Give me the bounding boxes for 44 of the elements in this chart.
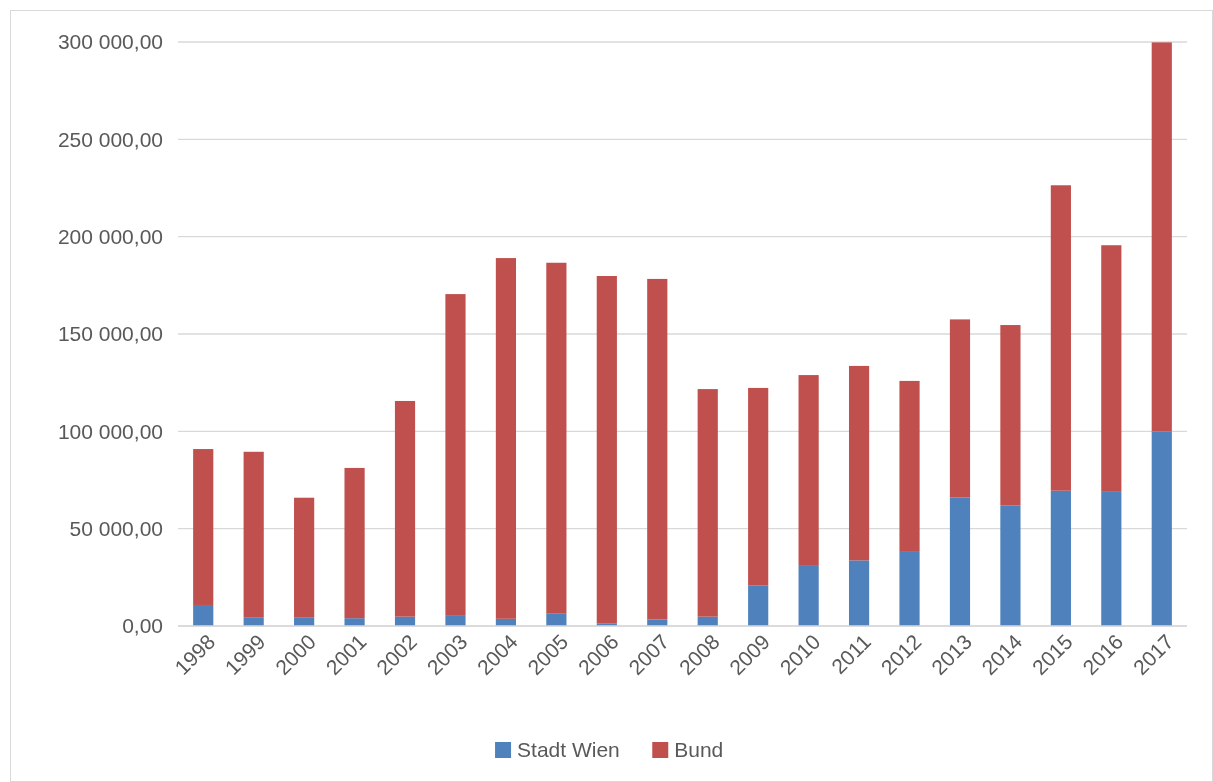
bar xyxy=(445,615,466,626)
bar xyxy=(1101,491,1122,626)
bar xyxy=(899,380,920,552)
bar xyxy=(1101,245,1122,492)
bar xyxy=(193,449,214,605)
y-tick-label: 100 000,00 xyxy=(57,419,163,443)
bar xyxy=(647,619,668,626)
bar xyxy=(697,389,718,617)
y-tick-label: 250 000,00 xyxy=(57,127,163,151)
legend-label: Bund xyxy=(674,738,724,762)
y-tick-label: 200 000,00 xyxy=(57,225,163,249)
bar xyxy=(949,319,971,498)
bar xyxy=(546,262,567,614)
bar xyxy=(899,551,920,626)
bar xyxy=(495,258,517,619)
bar xyxy=(949,497,971,626)
bar xyxy=(344,467,365,619)
bar xyxy=(1050,490,1071,626)
bar xyxy=(294,617,315,626)
bar xyxy=(243,451,264,618)
bar xyxy=(1050,185,1071,491)
bar xyxy=(243,617,264,626)
bar xyxy=(193,604,214,626)
legend-label: Stadt Wien xyxy=(517,738,620,762)
bar xyxy=(445,294,466,616)
bar xyxy=(596,275,617,624)
bar xyxy=(1151,42,1172,432)
bar xyxy=(294,497,315,618)
bar xyxy=(848,560,870,626)
bar xyxy=(1151,431,1172,626)
bar xyxy=(748,585,769,626)
bar xyxy=(798,565,819,626)
bar xyxy=(748,387,769,586)
bar xyxy=(344,618,365,626)
bar xyxy=(647,278,668,620)
y-tick-label: 150 000,00 xyxy=(57,322,163,346)
bar xyxy=(394,400,416,617)
y-tick-label: 300 000,00 xyxy=(57,30,163,54)
bar xyxy=(1000,325,1021,506)
bar xyxy=(798,375,819,566)
y-tick-label: 0,00 xyxy=(122,614,163,638)
bar xyxy=(1000,505,1021,626)
bar xyxy=(848,365,870,561)
y-tick-label: 50 000,00 xyxy=(69,517,163,541)
